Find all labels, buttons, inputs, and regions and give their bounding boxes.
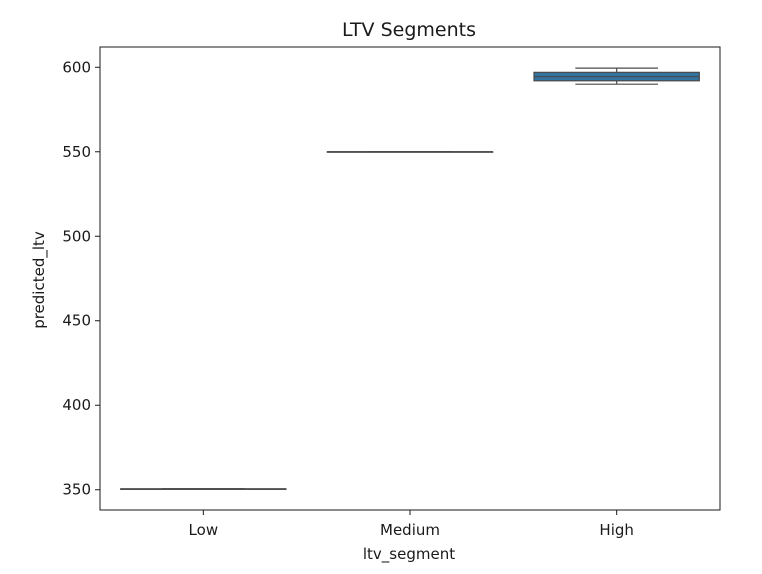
y-ticks-layer: 350 400 450 500 550 600 bbox=[62, 58, 100, 499]
box-medium bbox=[326, 151, 494, 153]
x-ticks-layer: Low Medium High bbox=[189, 510, 634, 539]
plot-area-frame bbox=[99, 46, 721, 511]
y-axis-label: predicted_ltv bbox=[30, 231, 49, 329]
box-low bbox=[120, 488, 287, 490]
x-axis-label: ltv_segment bbox=[363, 545, 455, 564]
x-tick-label: Low bbox=[189, 521, 219, 539]
y-tick-label: 550 bbox=[62, 143, 91, 161]
x-tick-label: Medium bbox=[380, 521, 440, 539]
y-tick-label: 600 bbox=[62, 58, 91, 76]
y-tick-label: 400 bbox=[62, 396, 91, 414]
x-tick-label: High bbox=[599, 521, 633, 539]
box-high bbox=[533, 67, 700, 85]
chart-title: LTV Segments bbox=[342, 19, 476, 41]
y-tick-label: 350 bbox=[62, 481, 91, 499]
boxes-layer bbox=[120, 67, 700, 490]
y-tick-label: 450 bbox=[62, 312, 91, 330]
y-tick-label: 500 bbox=[62, 227, 91, 245]
